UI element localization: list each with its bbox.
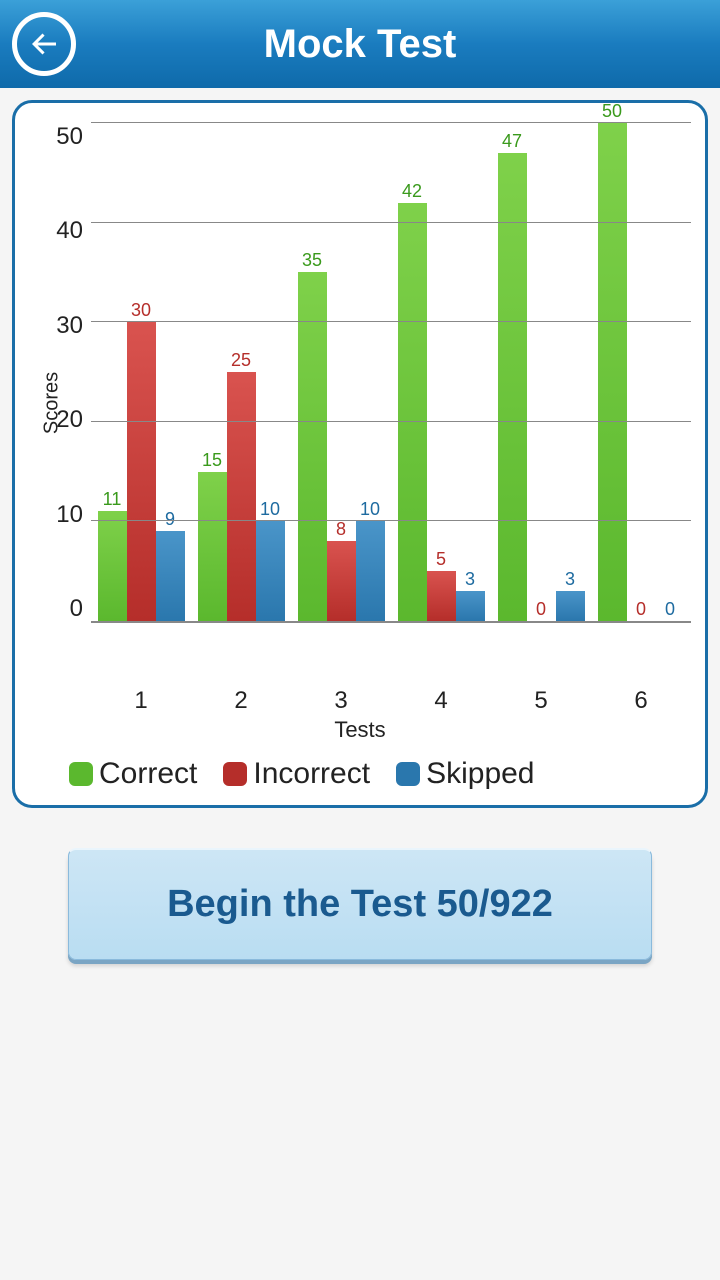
legend-swatch-incorrect	[223, 762, 247, 786]
app-header: Mock Test	[0, 0, 720, 88]
legend-item-correct: Correct	[69, 757, 197, 791]
chart-bar-value-label: 25	[231, 350, 251, 371]
chart-bar-skipped: 3	[556, 591, 585, 621]
legend-item-skipped: Skipped	[396, 757, 534, 791]
chart-bar-group: 152510	[191, 123, 291, 621]
ytick: 10	[56, 501, 83, 529]
back-arrow-icon	[26, 26, 62, 62]
chart-x-tick: 4	[391, 683, 491, 715]
chart-bar-value-label: 3	[565, 569, 575, 590]
chart-legend: Correct Incorrect Skipped	[29, 757, 691, 791]
chart-bar-value-label: 0	[665, 599, 675, 620]
chart-x-tick: 3	[291, 683, 391, 715]
chart-x-tick: 5	[491, 683, 591, 715]
chart-plot-area: 1130915251035810425347035000	[91, 123, 691, 623]
legend-swatch-correct	[69, 762, 93, 786]
chart-gridline	[91, 520, 691, 521]
chart-bar-value-label: 0	[636, 599, 646, 620]
chart-bar-value-label: 5	[436, 549, 446, 570]
chart-bar-correct: 47	[498, 153, 527, 621]
chart-bar-incorrect: 30	[127, 322, 156, 621]
chart-bar-value-label: 15	[202, 450, 222, 471]
chart-bar-value-label: 0	[536, 599, 546, 620]
chart-bar-value-label: 50	[602, 101, 622, 122]
chart-x-axis-ticks: 123456	[91, 683, 691, 715]
page-title: Mock Test	[0, 22, 720, 67]
chart-bar-skipped: 10	[356, 521, 385, 621]
chart-gridline	[91, 421, 691, 422]
legend-item-incorrect: Incorrect	[223, 757, 370, 791]
chart-bars: 1130915251035810425347035000	[91, 123, 691, 621]
chart-bar-skipped: 10	[256, 521, 285, 621]
chart-bar-group: 50 00	[591, 123, 691, 621]
chart-x-tick: 6	[591, 683, 691, 715]
chart-bar-skipped: 9	[156, 531, 185, 621]
chart-x-tick: 1	[91, 683, 191, 715]
chart-bar-group: 4253	[391, 123, 491, 621]
chart-bar-value-label: 3	[465, 569, 475, 590]
chart-x-tick: 2	[191, 683, 291, 715]
chart-gridline	[91, 321, 691, 322]
chart-bar-incorrect: 8	[327, 541, 356, 621]
legend-label: Skipped	[426, 757, 534, 791]
legend-label: Correct	[99, 757, 197, 791]
chart-bar-value-label: 8	[336, 519, 346, 540]
ytick: 0	[70, 595, 83, 623]
legend-label: Incorrect	[253, 757, 370, 791]
scores-chart-card: Scores 50 40 30 20 10 0 1130915251035810…	[12, 100, 708, 808]
chart-bar-value-label: 11	[103, 489, 122, 510]
chart-bar-correct: 11	[98, 511, 127, 621]
scores-chart: Scores 50 40 30 20 10 0 1130915251035810…	[29, 123, 691, 683]
chart-gridline	[91, 122, 691, 123]
content-area: Scores 50 40 30 20 10 0 1130915251035810…	[0, 88, 720, 972]
chart-x-axis-label: Tests	[29, 717, 691, 743]
ytick: 40	[56, 217, 83, 245]
chart-bar-incorrect: 5	[427, 571, 456, 621]
legend-swatch-skipped	[396, 762, 420, 786]
chart-gridline	[91, 222, 691, 223]
chart-bar-value-label: 42	[402, 181, 422, 202]
chart-y-axis-label: Scores	[41, 372, 64, 434]
back-button[interactable]	[12, 12, 76, 76]
ytick: 50	[56, 123, 83, 151]
chart-bar-value-label: 10	[360, 499, 380, 520]
chart-bar-correct: 35	[298, 272, 327, 621]
chart-bar-value-label: 30	[131, 300, 151, 321]
chart-bar-value-label: 35	[302, 250, 322, 271]
chart-bar-skipped: 3	[456, 591, 485, 621]
chart-bar-correct: 42	[398, 203, 427, 621]
chart-bar-group: 11309	[91, 123, 191, 621]
chart-bar-correct: 50	[598, 123, 627, 621]
chart-bar-value-label: 10	[260, 499, 280, 520]
chart-bar-incorrect: 25	[227, 372, 256, 621]
chart-bar-value-label: 47	[502, 131, 522, 152]
chart-bar-group: 47 03	[491, 123, 591, 621]
ytick: 30	[56, 312, 83, 340]
chart-bar-group: 35810	[291, 123, 391, 621]
begin-test-button[interactable]: Begin the Test 50/922	[68, 848, 652, 960]
begin-test-label: Begin the Test 50/922	[167, 883, 553, 926]
chart-bar-correct: 15	[198, 472, 227, 621]
